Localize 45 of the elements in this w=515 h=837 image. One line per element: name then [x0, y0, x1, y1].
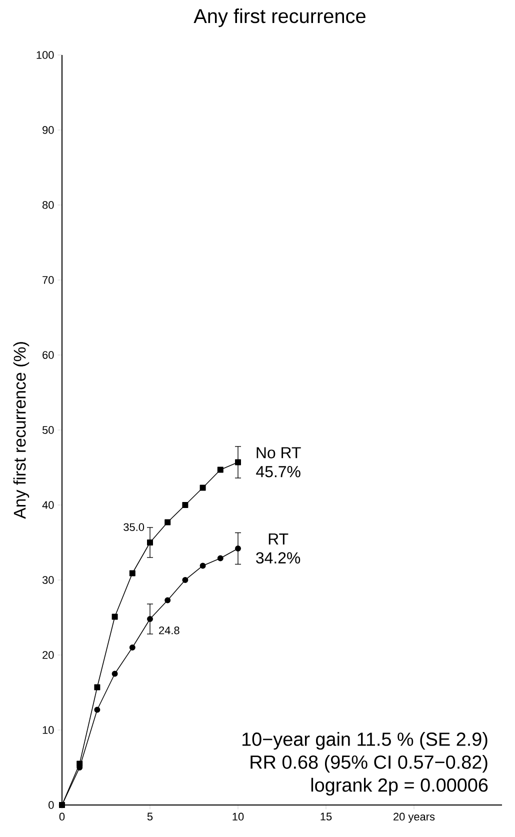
point: [112, 670, 118, 677]
point: [112, 614, 118, 620]
y-tick-label: 100: [36, 51, 54, 59]
point: [200, 484, 206, 491]
y-tick-label: 10: [42, 726, 54, 734]
annotation: RR 0.68 (95% CI 0.57−0.82): [250, 754, 488, 773]
y-tick-label: 50: [42, 426, 54, 434]
point: [94, 684, 100, 690]
point: [217, 555, 224, 562]
point: [147, 540, 153, 546]
series-label: RT: [268, 533, 288, 544]
annotation: 35.0: [124, 523, 144, 532]
x-tick-label: 0: [59, 812, 65, 821]
point: [94, 706, 100, 713]
point: [235, 459, 241, 466]
y-tick-label: 20: [42, 651, 54, 659]
point: [129, 570, 136, 576]
point: [200, 562, 206, 569]
x-tick-label: 5: [147, 812, 153, 820]
y-tick-label: 90: [42, 126, 54, 134]
x-tick-label: 15: [320, 812, 332, 820]
annotation: logrank 2p = 0.00006: [311, 778, 488, 796]
series-label: No RT: [256, 447, 301, 458]
chart-title: Any first recurrence: [194, 8, 366, 28]
point: [235, 546, 241, 552]
x-tick-label: 10: [232, 812, 244, 821]
y-tick-label: 80: [42, 201, 54, 209]
y-tick-label: 40: [42, 501, 54, 509]
annotation: 10−year gain 11.5 % (SE 2.9): [242, 732, 488, 750]
y-tick-label: 70: [42, 276, 54, 284]
x-tick-label: 20 years: [394, 812, 435, 823]
data-label: 34.2%: [256, 552, 300, 564]
point: [147, 616, 153, 622]
y-tick-label: 0: [48, 801, 54, 809]
point: [129, 644, 136, 650]
point: [164, 597, 171, 604]
annotation: 24.8: [159, 626, 180, 634]
point: [182, 502, 188, 508]
y-axis-title: Any first recurrence (%): [13, 342, 30, 519]
point: [182, 577, 188, 583]
y-tick-label: 60: [42, 351, 54, 359]
point: [164, 519, 171, 526]
y-tick-label: 30: [42, 576, 54, 584]
data-label: 45.7%: [256, 466, 300, 478]
point: [217, 466, 224, 473]
